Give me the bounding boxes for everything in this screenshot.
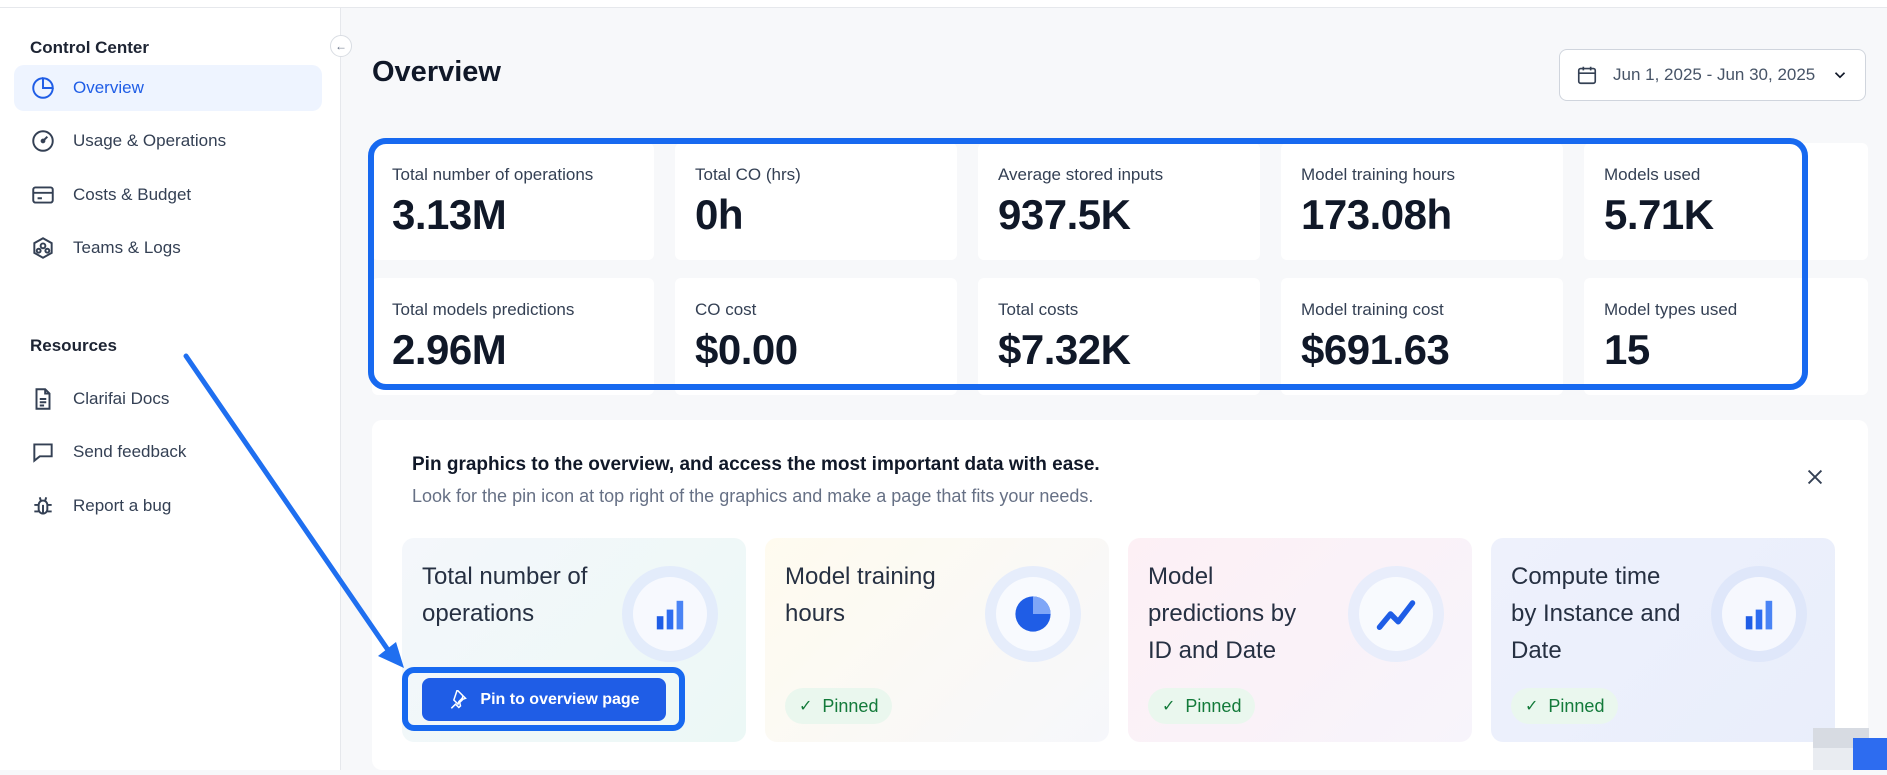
bar-chart-icon xyxy=(1711,566,1807,662)
stat-card-total-operations: Total number of operations 3.13M xyxy=(372,143,654,260)
sidebar-item-overview[interactable]: Overview xyxy=(14,65,322,111)
pinned-status-badge: ✓ Pinned xyxy=(1148,688,1256,724)
pie-chart-icon xyxy=(30,75,56,101)
stat-card-overflow xyxy=(1814,143,1868,260)
graphic-card-title: Total number of operations xyxy=(422,563,588,627)
stat-label: Total CO (hrs) xyxy=(695,165,801,184)
chevron-down-icon xyxy=(1834,72,1846,79)
sidebar-item-usage-operations[interactable]: Usage & Operations xyxy=(14,118,322,164)
stat-label: Models used xyxy=(1604,165,1701,184)
date-range-picker[interactable]: Jun 1, 2025 - Jun 30, 2025 xyxy=(1559,49,1866,101)
pin-button-highlight-frame xyxy=(402,667,685,731)
check-icon: ✓ xyxy=(1525,698,1539,715)
stat-label: Total costs xyxy=(998,300,1079,319)
stat-value: 5.71K xyxy=(1604,191,1714,238)
sidebar-item-label: Send feedback xyxy=(73,442,187,461)
stat-value: $0.00 xyxy=(695,326,798,373)
stat-value: 937.5K xyxy=(998,191,1131,238)
stat-value: 173.08h xyxy=(1301,191,1452,238)
stat-card-total-co: Total CO (hrs) 0h xyxy=(675,143,957,260)
stat-card-training-cost: Model training cost $691.63 xyxy=(1281,278,1563,395)
stat-card-total-predictions: Total models predictions 2.96M xyxy=(372,278,654,395)
graphic-card-title: Model training hours xyxy=(785,563,936,627)
stat-value: 2.96M xyxy=(392,326,507,373)
arrow-left-icon: ← xyxy=(335,39,347,53)
top-bar xyxy=(0,0,1887,8)
sidebar-item-label: Usage & Operations xyxy=(73,131,227,150)
sidebar-item-label: Teams & Logs xyxy=(73,238,181,257)
stat-value: $7.32K xyxy=(998,326,1131,373)
sidebar-item-label: Clarifai Docs xyxy=(73,389,170,408)
stat-value: $691.63 xyxy=(1301,326,1450,373)
bug-icon xyxy=(30,493,56,519)
stat-label: Total models predictions xyxy=(392,300,575,319)
gauge-icon xyxy=(30,128,56,154)
sidebar-item-clarifai-docs[interactable]: Clarifai Docs xyxy=(14,376,322,422)
stat-label: Model training cost xyxy=(1301,300,1444,319)
stat-label: Average stored inputs xyxy=(998,165,1164,184)
check-icon: ✓ xyxy=(1162,698,1176,715)
pinned-status-badge: ✓ Pinned xyxy=(1511,688,1619,724)
sidebar-item-send-feedback[interactable]: Send feedback xyxy=(14,429,322,475)
sidebar-item-costs-budget[interactable]: Costs & Budget xyxy=(14,172,322,218)
graphic-card-predictions: Model predictions by ID and Date ✓ Pinne… xyxy=(1128,538,1472,742)
stat-value: 15 xyxy=(1604,326,1650,373)
sidebar-item-label: Report a bug xyxy=(73,496,172,515)
stat-card-avg-stored-inputs: Average stored inputs 937.5K xyxy=(978,143,1260,260)
pinned-status-badge: ✓ Pinned xyxy=(785,688,893,724)
stat-label: Total number of operations xyxy=(392,165,594,184)
line-chart-icon xyxy=(1348,566,1444,662)
graphic-card-title: Model predictions by ID and Date xyxy=(1148,563,1297,664)
chat-bubble-icon xyxy=(30,439,56,465)
sidebar-item-label: Costs & Budget xyxy=(73,185,192,204)
stat-value: 0h xyxy=(695,191,744,238)
team-icon xyxy=(30,235,56,261)
stat-card-overflow xyxy=(1814,278,1868,395)
graphic-card-title: Compute time by Instance and Date xyxy=(1511,563,1681,664)
page-title: Overview xyxy=(372,56,501,88)
credit-card-icon xyxy=(30,182,56,208)
sidebar-item-label: Overview xyxy=(73,78,144,97)
stat-card-training-hours: Model training hours 173.08h xyxy=(1281,143,1563,260)
stat-value: 3.13M xyxy=(392,191,507,238)
resources-title: Resources xyxy=(30,336,117,355)
document-icon xyxy=(30,386,56,412)
stat-card-co-cost: CO cost $0.00 xyxy=(675,278,957,395)
calendar-icon xyxy=(1577,66,1597,85)
graphic-card-compute-time: Compute time by Instance and Date ✓ Pinn… xyxy=(1491,538,1835,742)
date-range-value: Jun 1, 2025 - Jun 30, 2025 xyxy=(1613,65,1816,84)
stat-label: Model types used xyxy=(1604,300,1738,319)
pin-panel-subtext: Look for the pin icon at top right of th… xyxy=(412,486,1094,506)
control-center-title: Control Center xyxy=(30,38,149,57)
screen-corner-artifact xyxy=(1813,728,1887,770)
sidebar-item-report-bug[interactable]: Report a bug xyxy=(14,483,322,529)
stat-label: CO cost xyxy=(695,300,757,319)
pie-chart-icon xyxy=(985,566,1081,662)
close-icon[interactable] xyxy=(1804,466,1826,488)
pin-to-overview-button[interactable]: Pin to overview page xyxy=(422,678,666,721)
check-icon: ✓ xyxy=(799,698,813,715)
collapse-sidebar-button[interactable]: ← xyxy=(330,35,352,57)
stat-card-total-costs: Total costs $7.32K xyxy=(978,278,1260,395)
pin-panel-heading: Pin graphics to the overview, and access… xyxy=(412,454,1100,475)
stat-label: Model training hours xyxy=(1301,165,1456,184)
bar-chart-icon xyxy=(622,566,718,662)
sidebar-item-teams-logs[interactable]: Teams & Logs xyxy=(14,225,322,271)
sidebar: Control Center Overview Usage & Operatio… xyxy=(0,8,341,770)
pin-icon xyxy=(451,689,468,709)
graphic-card-training-hours: Model training hours ✓ Pinned xyxy=(765,538,1109,742)
